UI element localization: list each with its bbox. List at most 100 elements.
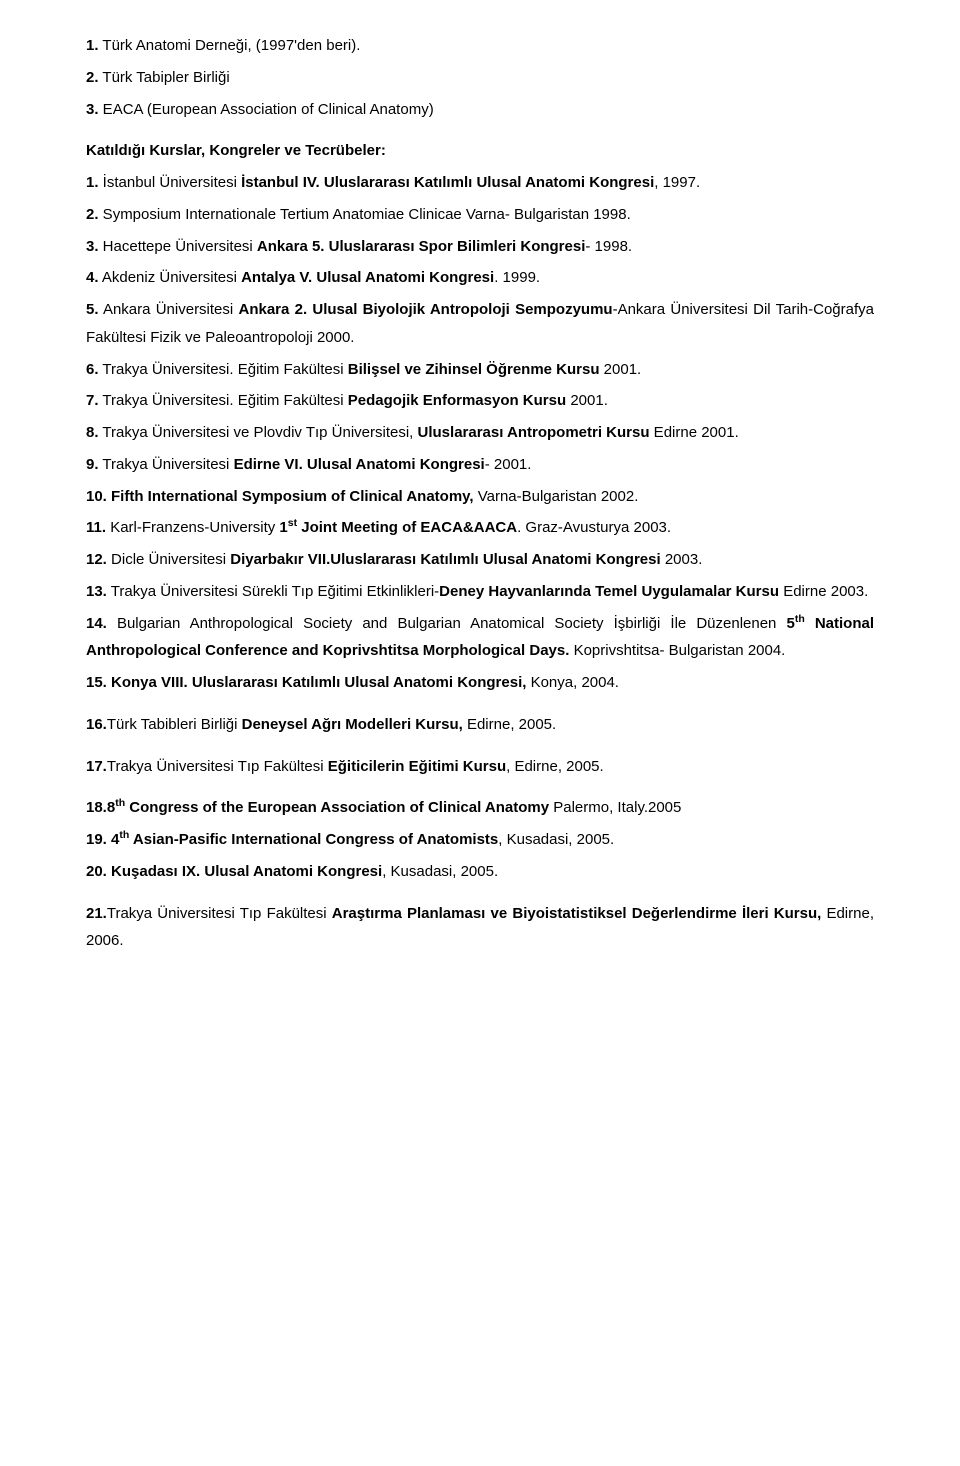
list-item: 4. Akdeniz Üniversitesi Antalya V. Ulusa…	[86, 264, 874, 292]
plain-text: 2003.	[661, 551, 703, 568]
bold-text: Pedagojik Enformasyon Kursu	[348, 392, 566, 409]
plain-text: Trakya Üniversitesi. Eğitim Fakültesi	[99, 361, 348, 378]
plain-text: Trakya Üniversitesi ve Plovdiv Tıp Ünive…	[99, 424, 418, 441]
bold-text: 14.	[86, 615, 107, 632]
bold-text: Antalya V. Ulusal Anatomi Kongresi	[241, 269, 494, 286]
plain-text: , Kusadasi, 2005.	[382, 863, 498, 880]
bold-text: Edirne VI. Ulusal Anatomi Kongresi	[234, 456, 485, 473]
bold-text: 11.	[86, 519, 106, 536]
plain-text: Symposium Internationale Tertium Anatomi…	[99, 206, 631, 223]
list-item: 1. İstanbul Üniversitesi İstanbul IV. Ul…	[86, 169, 874, 197]
list-item: 14. Bulgarian Anthropological Society an…	[86, 610, 874, 666]
plain-text: Trakya Üniversitesi Tıp Fakültesi	[107, 758, 328, 775]
bold-text: Araştırma Planlaması ve Biyoistatistikse…	[332, 905, 822, 922]
plain-text: , Kusadasi, 2005.	[498, 831, 614, 848]
plain-text: Edirne, 2005.	[463, 716, 556, 733]
list-item: 7. Trakya Üniversitesi. Eğitim Fakültesi…	[86, 387, 874, 415]
plain-text: Trakya Üniversitesi Sürekli Tıp Eğitimi …	[107, 583, 439, 600]
plain-text: Edirne 2001.	[650, 424, 739, 441]
bold-text: 20. Kuşadası IX. Ulusal Anatomi Kongresi	[86, 863, 382, 880]
bold-text: 13.	[86, 583, 107, 600]
plain-text: Trakya Üniversitesi	[99, 456, 234, 473]
membership-item: 1. Türk Anatomi Derneği, (1997'den beri)…	[86, 32, 874, 60]
bold-text: 18.	[86, 799, 107, 816]
list-item: 3. Hacettepe Üniversitesi Ankara 5. Ulus…	[86, 233, 874, 261]
list-item: 20. Kuşadası IX. Ulusal Anatomi Kongresi…	[86, 858, 874, 886]
list-item: 21.Trakya Üniversitesi Tıp Fakültesi Ara…	[86, 900, 874, 956]
bold-text: th	[795, 615, 805, 632]
plain-text: Trakya Üniversitesi Tıp Fakültesi	[107, 905, 332, 922]
plain-text: Akdeniz Üniversitesi	[99, 269, 242, 286]
list-item: 16.Türk Tabibleri Birliği Deneysel Ağrı …	[86, 711, 874, 739]
bold-text: 2.	[86, 206, 99, 223]
list-item: 12. Dicle Üniversitesi Diyarbakır VII.Ul…	[86, 546, 874, 574]
plain-text: 2001.	[566, 392, 608, 409]
list-item: 9. Trakya Üniversitesi Edirne VI. Ulusal…	[86, 451, 874, 479]
item-text: Türk Tabipler Birliği	[99, 69, 230, 86]
list-item: 5. Ankara Üniversitesi Ankara 2. Ulusal …	[86, 296, 874, 352]
list-item: 2. Symposium Internationale Tertium Anat…	[86, 201, 874, 229]
bold-text: 8.	[86, 424, 99, 441]
bold-text: 3.	[86, 238, 99, 255]
bold-text: th	[119, 831, 129, 848]
bold-text: Deney Hayvanlarında Temel Uygulamalar Ku…	[439, 583, 779, 600]
bold-text: Joint Meeting of EACA&AACA	[297, 519, 517, 536]
bold-text: Diyarbakır VII.Uluslararası Katılımlı Ul…	[230, 551, 660, 568]
plain-text: Hacettepe Üniversitesi	[99, 238, 257, 255]
bold-text: 16.	[86, 716, 107, 733]
bold-text: 10. Fifth International Symposium of Cli…	[86, 488, 474, 505]
section-heading-text: Katıldığı Kurslar, Kongreler ve Tecrübel…	[86, 142, 386, 159]
bold-text: Bilişsel ve Zihinsel Öğrenme Kursu	[348, 361, 600, 378]
list-item: 19. 4th Asian-Pasific International Cong…	[86, 826, 874, 854]
bold-text: st	[288, 519, 297, 536]
bold-text: 9.	[86, 456, 99, 473]
plain-text: 2001.	[600, 361, 642, 378]
plain-text: - 1998.	[585, 238, 632, 255]
plain-text: Bulgarian Anthropological Society and Bu…	[107, 615, 787, 632]
bold-text: 15. Konya VIII. Uluslararası Katılımlı U…	[86, 674, 526, 691]
section-heading: Katıldığı Kurslar, Kongreler ve Tecrübel…	[86, 137, 874, 165]
plain-text: Dicle Üniversitesi	[107, 551, 230, 568]
bold-text: İstanbul IV. Uluslararası Katılımlı Ulus…	[241, 174, 654, 191]
plain-text: Türk Tabibleri Birliği	[107, 716, 242, 733]
membership-item: 3. EACA (European Association of Clinica…	[86, 96, 874, 124]
bold-text: 12.	[86, 551, 107, 568]
item-text: EACA (European Association of Clinical A…	[99, 101, 434, 118]
items-list: 1. İstanbul Üniversitesi İstanbul IV. Ul…	[86, 169, 874, 955]
list-item: 6. Trakya Üniversitesi. Eğitim Fakültesi…	[86, 356, 874, 384]
plain-text: Karl-Franzens-University	[106, 519, 279, 536]
list-item: 11. Karl-Franzens-University 1st Joint M…	[86, 514, 874, 542]
bold-text: Congress of the European Association of …	[125, 799, 549, 816]
plain-text: , 1997.	[654, 174, 700, 191]
bold-text: 21.	[86, 905, 107, 922]
item-text: Türk Anatomi Derneği, (1997'den beri).	[99, 37, 361, 54]
bold-text: Ankara 5. Uluslararası Spor Bilimleri Ko…	[257, 238, 585, 255]
plain-text: . Graz-Avusturya 2003.	[517, 519, 671, 536]
plain-text: . 1999.	[494, 269, 540, 286]
bold-text: 19.	[86, 831, 107, 848]
plain-text: Ankara Üniversitesi	[99, 301, 239, 318]
item-number: 3.	[86, 101, 99, 118]
plain-text: Palermo, Italy.2005	[549, 799, 681, 816]
bold-text: Deneysel Ağrı Modelleri Kursu,	[242, 716, 463, 733]
membership-item: 2. Türk Tabipler Birliği	[86, 64, 874, 92]
list-item: 8. Trakya Üniversitesi ve Plovdiv Tıp Ün…	[86, 419, 874, 447]
plain-text: Edirne 2003.	[779, 583, 868, 600]
plain-text: Koprivshtitsa- Bulgaristan 2004.	[569, 642, 785, 659]
bold-text: 1.	[86, 174, 99, 191]
item-number: 2.	[86, 69, 99, 86]
item-number: 1.	[86, 37, 99, 54]
plain-text: Trakya Üniversitesi. Eğitim Fakültesi	[99, 392, 348, 409]
bold-text: 7.	[86, 392, 99, 409]
bold-text: 1	[279, 519, 287, 536]
list-item: 15. Konya VIII. Uluslararası Katılımlı U…	[86, 669, 874, 697]
bold-text: Uluslararası Antropometri Kursu	[418, 424, 650, 441]
list-item: 18.8th Congress of the European Associat…	[86, 794, 874, 822]
list-item: 10. Fifth International Symposium of Cli…	[86, 483, 874, 511]
bold-text: 5	[786, 615, 794, 632]
memberships-block: 1. Türk Anatomi Derneği, (1997'den beri)…	[86, 32, 874, 123]
plain-text: İstanbul Üniversitesi	[99, 174, 242, 191]
plain-text: 8	[107, 799, 115, 816]
bold-text: Eğiticilerin Eğitimi Kursu	[328, 758, 506, 775]
plain-text: , Edirne, 2005.	[506, 758, 604, 775]
